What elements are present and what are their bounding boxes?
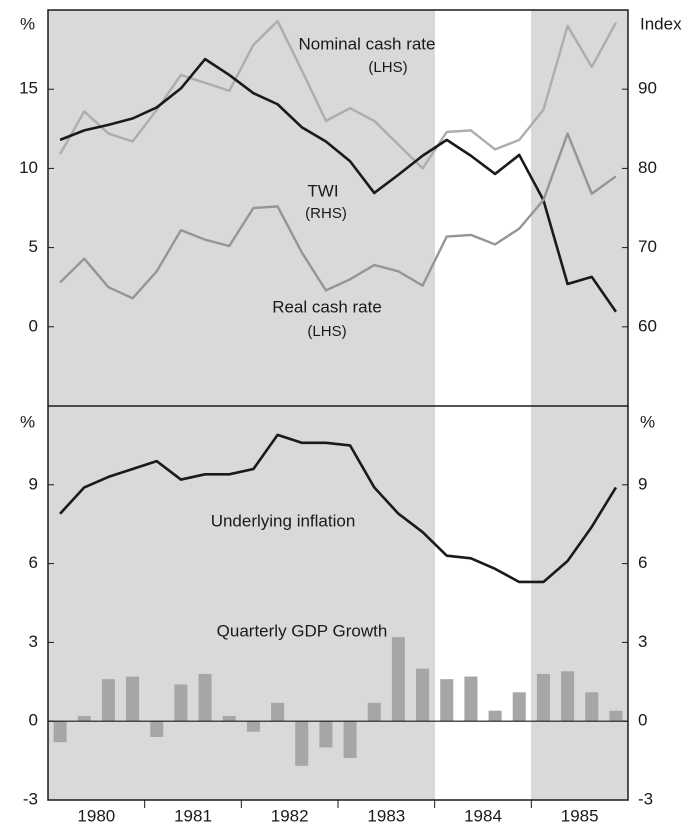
annotation: Real cash rate [272,297,382,316]
bar [343,721,357,758]
y-unit: % [20,412,35,431]
annotation: (LHS) [368,59,407,76]
bar [561,671,575,722]
bar [77,715,91,722]
bar [488,710,502,722]
y-unit: % [20,14,35,33]
annotation: Quarterly GDP Growth [217,621,388,640]
y2-tick-label: 90 [638,79,657,98]
line [59,19,617,170]
y2-tick-label: 80 [638,158,657,177]
bar [512,692,526,722]
x-tick-label: 1982 [271,806,309,825]
shading [48,10,435,800]
bar [319,721,333,748]
bar [585,692,599,722]
y2-tick-label: 3 [638,632,647,651]
bar [174,684,188,722]
y2-tick-label: 6 [638,553,647,572]
bar [150,721,164,737]
y-tick-label: -3 [23,789,38,808]
bar [126,676,140,722]
y2-tick-label: 70 [638,237,657,256]
y-tick-label: 5 [29,237,38,256]
bar [367,702,381,722]
y2-tick-label: 0 [638,711,647,730]
bar [271,702,285,722]
y-tick-label: 0 [29,316,38,335]
x-tick-label: 1984 [464,806,502,825]
x-tick-label: 1983 [367,806,405,825]
annotation: TWI [307,181,338,200]
bar [464,676,478,722]
line [59,433,618,584]
y-tick-label: 15 [19,79,38,98]
annotation: Underlying inflation [211,511,356,530]
y-tick-label: 10 [19,158,38,177]
bar [609,710,623,722]
y-tick-label: 3 [29,632,38,651]
annotation: (LHS) [307,323,346,340]
y2-tick-label: 60 [638,316,657,335]
bar [198,673,212,722]
bar [246,721,260,732]
y-tick-label: 6 [29,553,38,572]
bar [416,668,430,722]
bar [391,637,405,722]
marks [48,19,628,766]
x-tick-label: 1985 [561,806,599,825]
bar [101,679,115,722]
y-tick-label: 0 [29,711,38,730]
annotation: Nominal cash rate [298,34,435,53]
bar [440,679,454,722]
bar [536,673,550,722]
line [59,132,617,300]
annotation: (RHS) [305,205,347,222]
bar [295,721,309,766]
bar [222,715,236,722]
y2-unit: % [640,412,655,431]
y2-tick-label: -3 [638,789,653,808]
line [59,57,617,313]
bar [53,721,67,743]
y2-unit: Index [640,14,682,33]
x-tick-label: 1980 [77,806,115,825]
y2-tick-label: 9 [638,474,647,493]
x-tick-label: 1981 [174,806,212,825]
shading [531,10,628,800]
y-tick-label: 9 [29,474,38,493]
